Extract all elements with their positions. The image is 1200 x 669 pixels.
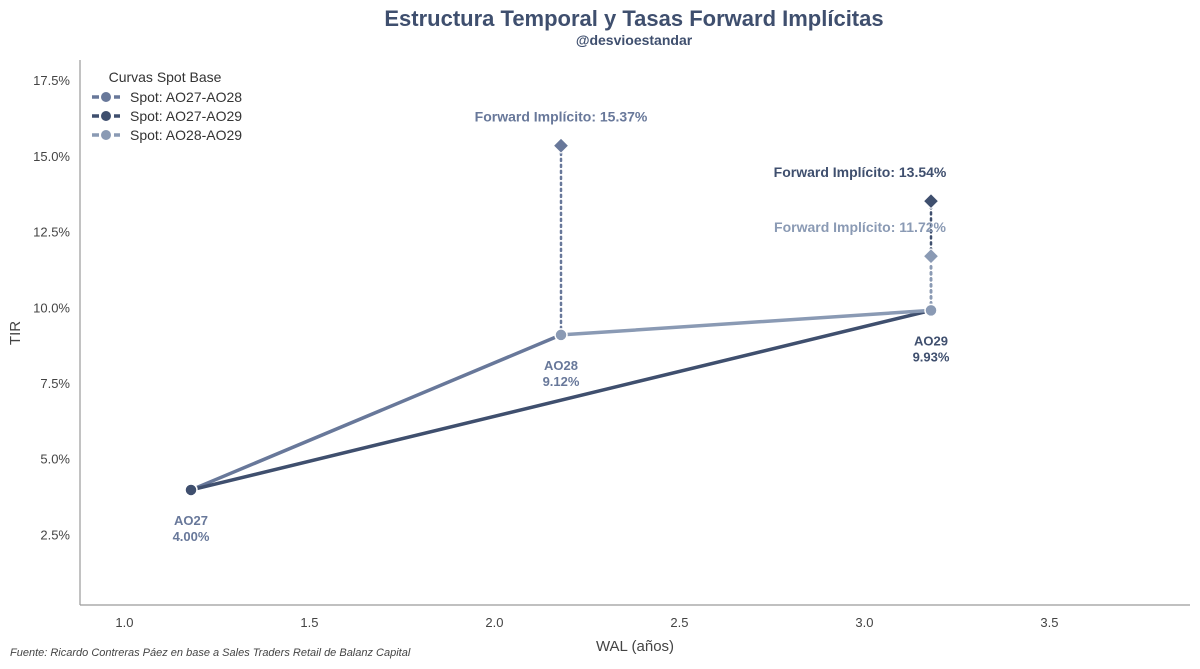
y-tick-label: 2.5% — [40, 527, 70, 542]
x-tick-label: 3.5 — [1040, 615, 1058, 630]
x-tick-label: 2.0 — [485, 615, 503, 630]
point-name-label: AO29 — [914, 333, 948, 348]
forward-markers — [552, 137, 940, 265]
series-line — [189, 308, 933, 492]
data-point — [184, 483, 198, 497]
series-line — [189, 333, 563, 492]
x-tick-label: 2.5 — [670, 615, 688, 630]
forward-marker — [922, 192, 940, 210]
y-tick-label: 12.5% — [33, 225, 70, 240]
x-tick-label: 1.5 — [300, 615, 318, 630]
series-line — [559, 308, 933, 337]
chart-title: Estructura Temporal y Tasas Forward Impl… — [384, 6, 883, 31]
x-tick-labels: 1.0 1.5 2.0 2.5 3.0 3.5 — [115, 615, 1058, 630]
forward-label: Forward Implícito: 15.37% — [475, 109, 648, 125]
legend: Curvas Spot Base Spot: AO27-AO28 Spot: AO… — [92, 69, 242, 143]
forward-label: Forward Implícito: 13.54% — [774, 164, 947, 180]
x-axis-label: WAL (años) — [596, 638, 674, 655]
legend-label: Spot: AO27-AO28 — [130, 89, 242, 105]
y-tick-label: 5.0% — [40, 452, 70, 467]
data-points — [184, 303, 938, 497]
y-tick-label: 17.5% — [33, 73, 70, 88]
x-tick-label: 1.0 — [115, 615, 133, 630]
forward-marker — [922, 247, 940, 265]
chart-subtitle: @desvioestandar — [576, 32, 693, 48]
legend-marker — [100, 129, 112, 141]
y-axis-label: TIR — [7, 321, 24, 345]
legend-marker — [100, 110, 112, 122]
source-note: Fuente: Ricardo Contreras Páez en base a… — [10, 647, 411, 659]
forward-label: Forward Implícito: 11.72% — [774, 219, 946, 235]
point-name-label: AO28 — [544, 358, 578, 373]
legend-title: Curvas Spot Base — [109, 69, 222, 85]
point-value-label: 9.93% — [913, 349, 950, 364]
data-point — [554, 328, 568, 342]
point-value-label: 9.12% — [543, 374, 580, 389]
x-tick-label: 3.0 — [855, 615, 873, 630]
legend-marker — [100, 91, 112, 103]
point-name-label: AO27 — [174, 513, 208, 528]
legend-label: Spot: AO28-AO29 — [130, 127, 242, 143]
y-tick-labels: 2.5% 5.0% 7.5% 10.0% 12.5% 15.0% 17.5% — [33, 73, 70, 542]
point-value-label: 4.00% — [173, 529, 210, 544]
legend-label: Spot: AO27-AO29 — [130, 108, 242, 124]
series-lines — [189, 308, 933, 492]
data-point — [924, 303, 938, 318]
forward-marker — [552, 137, 570, 154]
y-tick-label: 15.0% — [33, 149, 70, 164]
y-tick-label: 10.0% — [33, 300, 70, 315]
y-tick-label: 7.5% — [40, 376, 70, 391]
